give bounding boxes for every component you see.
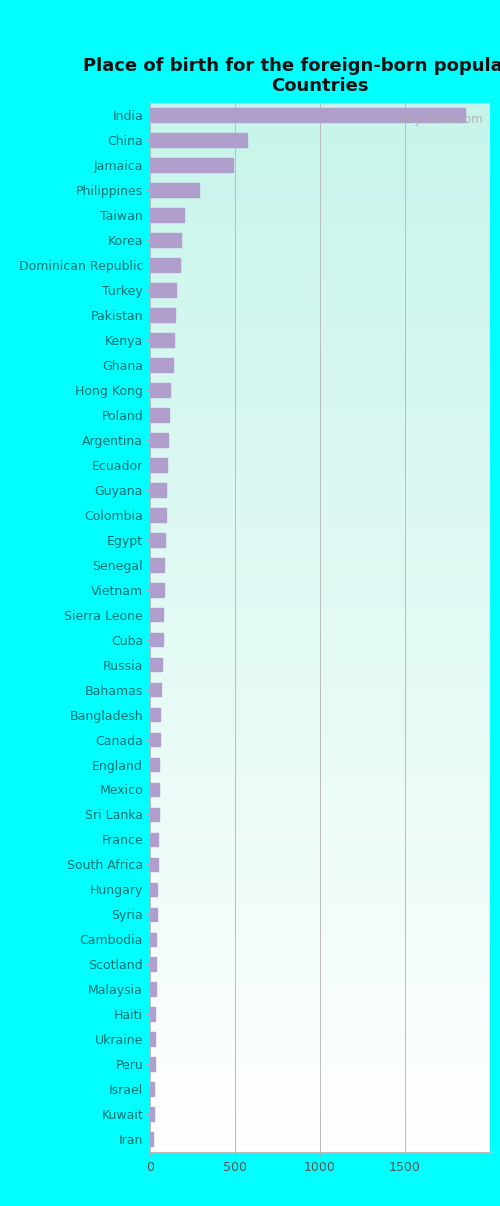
Bar [150,533,166,546]
Bar [150,283,176,297]
Bar [150,333,174,346]
Title: Place of birth for the foreign-born population -
Countries: Place of birth for the foreign-born popu… [84,57,500,95]
Bar [150,657,162,672]
Bar [150,384,170,397]
Bar [150,857,158,871]
Bar [150,458,167,472]
Bar [150,258,180,271]
Text: City-Data.com: City-Data.com [398,113,483,125]
Bar [150,1032,155,1046]
Bar [150,757,160,772]
Bar [150,608,164,621]
Bar [150,832,158,847]
Bar [150,308,174,322]
Bar [150,932,156,947]
Bar [150,358,173,371]
Bar [150,183,200,197]
Bar [150,133,247,147]
Bar [150,633,163,646]
Bar [150,582,164,597]
Bar [150,1132,154,1146]
Bar [150,983,156,996]
Bar [150,408,169,422]
Bar [150,158,234,171]
Bar [150,683,161,696]
Bar [150,908,157,921]
Bar [150,508,166,521]
Bar [150,883,158,896]
Bar [150,109,464,122]
Bar [150,733,160,747]
Bar [150,233,182,247]
Bar [150,958,156,971]
Bar [150,558,164,572]
Bar [150,1107,154,1122]
Bar [150,1058,155,1071]
Bar [150,783,159,796]
Bar [150,433,168,446]
Bar [150,209,184,222]
Bar [150,808,158,821]
Bar [150,1083,154,1096]
Bar [150,1007,156,1021]
Bar [150,708,160,721]
Bar [150,482,166,497]
